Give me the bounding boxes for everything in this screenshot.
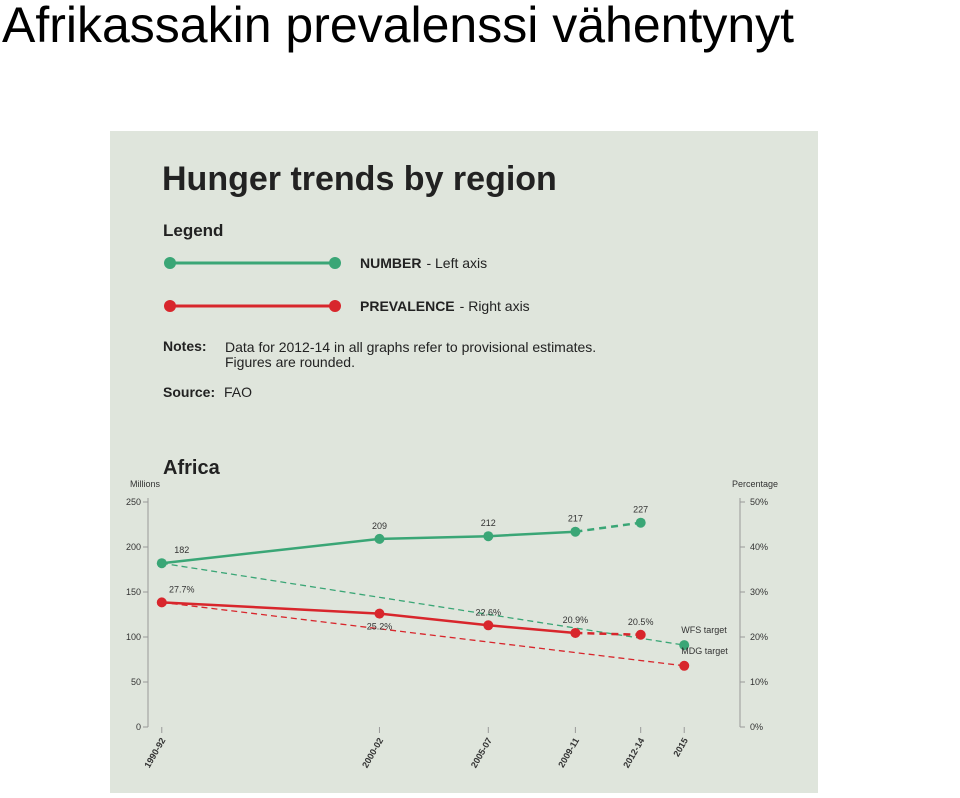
notes-label: Notes: [163,338,207,354]
data-label: 27.7% [169,584,195,594]
series-line [161,530,576,565]
slide-title: Afrikassakin prevalenssi vähentynyt [2,0,794,53]
target-label: WFS target [681,625,727,635]
target-line [161,601,685,667]
point [635,629,646,640]
y2-tick-label: 20% [750,632,768,642]
point [374,608,385,619]
legend-axis-note: - Right axis [460,298,530,314]
y2-tick-label: 0% [750,722,763,732]
point [483,620,494,631]
data-label: 227 [633,505,648,515]
data-label: 209 [372,521,387,531]
source: FAO [224,384,252,400]
data-label: 217 [568,514,583,524]
y-tick-label: 250 [126,497,141,507]
target-label: MDG target [681,646,728,656]
legend-dot [164,300,176,312]
y2-axis-title: Percentage [732,479,778,489]
y2-tick-label: 50% [750,497,768,507]
data-label: 20.9% [563,615,589,625]
data-label: 182 [174,545,189,555]
point [635,517,646,528]
legend-title: Legend [163,221,223,240]
target-point [679,640,690,651]
y-tick-label: 0 [136,722,141,732]
y2-tick-label: 10% [750,677,768,687]
legend-dot [329,300,341,312]
source-label: Source: [163,384,215,400]
series-line [575,631,641,636]
legend-label: NUMBER [360,255,421,271]
point [374,533,385,544]
chart-panel [110,131,818,793]
y-axis-title: Millions [130,479,161,489]
point [156,558,167,569]
y-tick-label: 100 [126,632,141,642]
point [483,531,494,542]
target-point [679,660,690,671]
chart-title: Africa [163,457,221,479]
note: Data for 2012-14 in all graphs refer to … [225,339,596,355]
point [570,526,581,537]
legend-dot [164,257,176,269]
data-label: 212 [481,518,496,528]
point [570,627,581,638]
y2-tick-label: 40% [750,542,768,552]
y-tick-label: 200 [126,542,141,552]
series-line [575,521,641,533]
legend-axis-note: - Left axis [426,255,487,271]
data-label: 25.2% [367,622,393,632]
legend-dot [329,257,341,269]
legend-label: PREVALENCE [360,298,455,314]
target-line [161,562,685,646]
y2-tick-label: 30% [750,587,768,597]
y-tick-label: 50 [131,677,141,687]
panel-title: Hunger trends by region [162,160,557,198]
point [156,597,167,608]
y-tick-label: 150 [126,587,141,597]
note: Figures are rounded. [225,354,355,370]
data-label: 22.6% [476,607,502,617]
data-label: 20.5% [628,617,654,627]
series-line [161,601,576,635]
